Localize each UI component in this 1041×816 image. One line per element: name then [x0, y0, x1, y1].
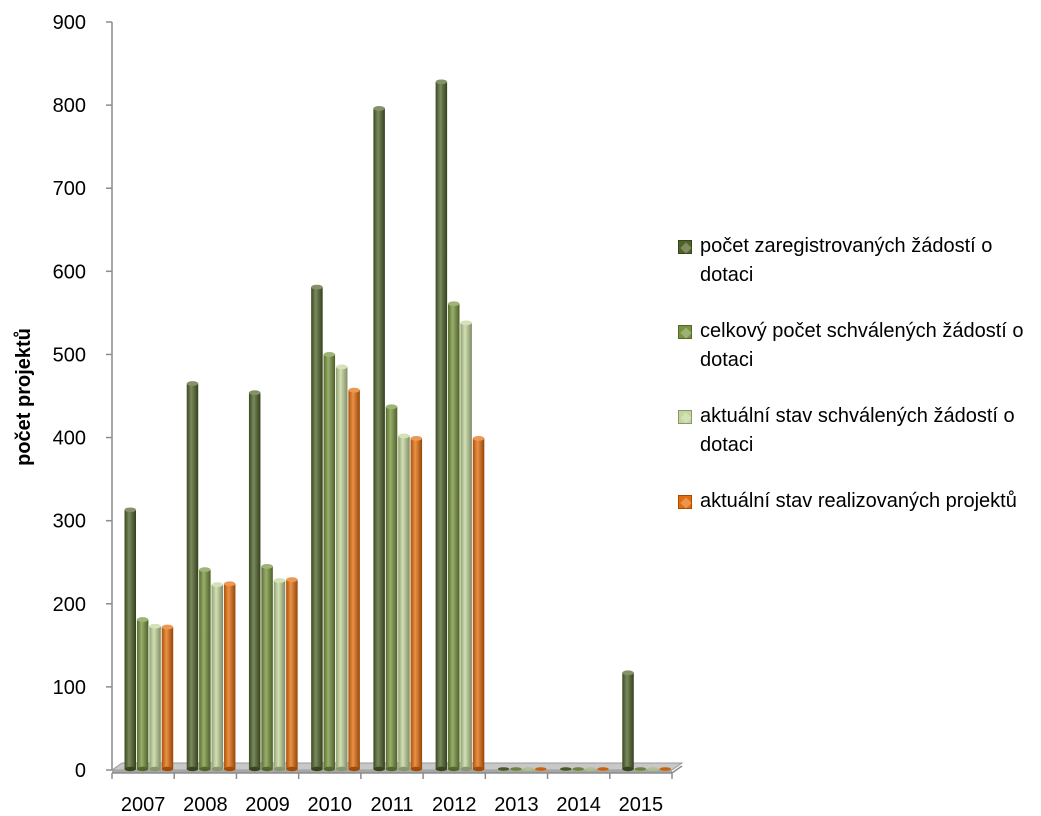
y-tick-label-800: 800: [53, 95, 86, 117]
bar-aktualni-stav-realizovanych-projektu-2012: [472, 435, 485, 772]
legend-label-registered: počet zaregistrovaných žádostí o dotaci: [700, 235, 993, 286]
bar-celkovy-pocet-schvalenych-zadosti-o-dotaci-2014: [572, 767, 584, 771]
legend-swatch-approved-total: [678, 325, 692, 339]
y-tick-label-200: 200: [53, 594, 86, 616]
bar-celkovy-pocet-schvalenych-zadosti-o-dotaci-2009: [261, 563, 273, 772]
y-tick-label-700: 700: [53, 178, 86, 200]
legend-item-realized-current: aktuální stav realizovaných projektů: [678, 487, 1038, 516]
y-tick-label-400: 400: [53, 428, 86, 450]
x-tick-label-2012: 2012: [432, 794, 477, 816]
bar-celkovy-pocet-schvalenych-zadosti-o-dotaci-2012: [448, 301, 460, 772]
x-tick-label-2010: 2010: [308, 794, 353, 816]
bar-aktualni-stav-schvalenych-zadosti-o-dotaci-2015: [647, 767, 659, 771]
bar-celkovy-pocet-schvalenych-zadosti-o-dotaci-2013: [510, 767, 522, 771]
bar-celkovy-pocet-schvalenych-zadosti-o-dotaci-2007: [136, 617, 149, 772]
bar-pocet-zaregistrovanych-zadosti-o-dotaci-2007: [124, 507, 136, 772]
bar-aktualni-stav-schvalenych-zadosti-o-dotaci-2010: [335, 364, 348, 772]
bar-celkovy-pocet-schvalenych-zadosti-o-dotaci-2011: [385, 404, 398, 772]
bar-aktualni-stav-realizovanych-projektu-2011: [410, 435, 423, 772]
y-tick-label-100: 100: [53, 677, 86, 699]
bar-aktualni-stav-schvalenych-zadosti-o-dotaci-2014: [584, 767, 597, 771]
y-tick-label-0: 0: [75, 760, 86, 782]
y-tick-label-600: 600: [53, 261, 86, 283]
bar-aktualni-stav-schvalenych-zadosti-o-dotaci-2009: [273, 578, 286, 772]
bar-pocet-zaregistrovanych-zadosti-o-dotaci-2015: [622, 670, 634, 772]
x-axis-depth-line: [671, 765, 683, 774]
legend-swatch-approved-current: [678, 410, 692, 424]
x-tick-labels: 2007 2008 2009 2010 2011 2012 2013 2014 2015: [121, 794, 663, 816]
bar-aktualni-stav-realizovanych-projektu-2010: [348, 387, 360, 772]
bar-aktualni-stav-schvalenych-zadosti-o-dotaci-2012: [460, 320, 472, 772]
axes: [106, 21, 683, 779]
bar-pocet-zaregistrovanych-zadosti-o-dotaci-2008: [186, 381, 199, 772]
x-tick-label-2013: 2013: [494, 794, 539, 816]
y-tick-labels: 0 100 200 300 400 500 600 700 800 900: [53, 12, 86, 782]
legend-label-approved-current: aktuální stav schválených žádostí o dota…: [700, 405, 1015, 456]
y-axis-title: počet projektů: [13, 328, 35, 466]
bar-pocet-zaregistrovanych-zadosti-o-dotaci-2012: [435, 79, 448, 772]
legend-item-approved-total: celkový počet schválených žádostí o dota…: [678, 317, 1038, 375]
legend: počet zaregistrovaných žádostí o dotaci …: [678, 232, 1038, 543]
bar-aktualni-stav-schvalenych-zadosti-o-dotaci-2013: [522, 767, 535, 771]
bar-pocet-zaregistrovanych-zadosti-o-dotaci-2013: [497, 767, 510, 771]
y-tick-label-500: 500: [53, 344, 86, 366]
x-tick-label-2014: 2014: [556, 794, 601, 816]
bar-aktualni-stav-realizovanych-projektu-2007: [161, 624, 174, 772]
legend-label-approved-total: celkový počet schválených žádostí o dota…: [700, 320, 1024, 371]
bar-aktualni-stav-realizovanych-projektu-2014: [597, 767, 609, 771]
legend-item-approved-current: aktuální stav schválených žádostí o dota…: [678, 402, 1038, 460]
bar-aktualni-stav-schvalenych-zadosti-o-dotaci-2011: [398, 433, 410, 772]
legend-item-registered: počet zaregistrovaných žádostí o dotaci: [678, 232, 1038, 290]
x-tick-label-2011: 2011: [370, 794, 413, 816]
bar-pocet-zaregistrovanych-zadosti-o-dotaci-2011: [373, 106, 385, 772]
bar-pocet-zaregistrovanych-zadosti-o-dotaci-2014: [560, 767, 572, 771]
bar-celkovy-pocet-schvalenych-zadosti-o-dotaci-2008: [199, 567, 211, 772]
bar-aktualni-stav-realizovanych-projektu-2009: [286, 577, 298, 772]
x-tick-label-2015: 2015: [619, 794, 664, 816]
bar-pocet-zaregistrovanych-zadosti-o-dotaci-2010: [311, 284, 323, 772]
bar-aktualni-stav-schvalenych-zadosti-o-dotaci-2007: [149, 623, 161, 772]
x-tick-label-2007: 2007: [121, 794, 166, 816]
bar-aktualni-stav-realizovanych-projektu-2013: [535, 767, 547, 771]
y-tick-label-900: 900: [53, 12, 86, 34]
bar-pocet-zaregistrovanych-zadosti-o-dotaci-2009: [248, 390, 261, 772]
x-tick-label-2009: 2009: [245, 794, 290, 816]
bar-celkovy-pocet-schvalenych-zadosti-o-dotaci-2010: [323, 352, 336, 772]
bars: [124, 79, 671, 772]
bar-aktualni-stav-realizovanych-projektu-2015: [659, 767, 671, 771]
y-tick-label-300: 300: [53, 511, 86, 533]
legend-label-realized-current: aktuální stav realizovaných projektů: [700, 490, 1017, 512]
legend-swatch-realized-current: [678, 495, 692, 509]
legend-swatch-registered: [678, 240, 692, 254]
x-tick-label-2008: 2008: [183, 794, 228, 816]
bar-aktualni-stav-schvalenych-zadosti-o-dotaci-2008: [211, 582, 224, 772]
bar-celkovy-pocet-schvalenych-zadosti-o-dotaci-2015: [634, 767, 647, 771]
bar-aktualni-stav-realizovanych-projektu-2008: [223, 581, 236, 772]
